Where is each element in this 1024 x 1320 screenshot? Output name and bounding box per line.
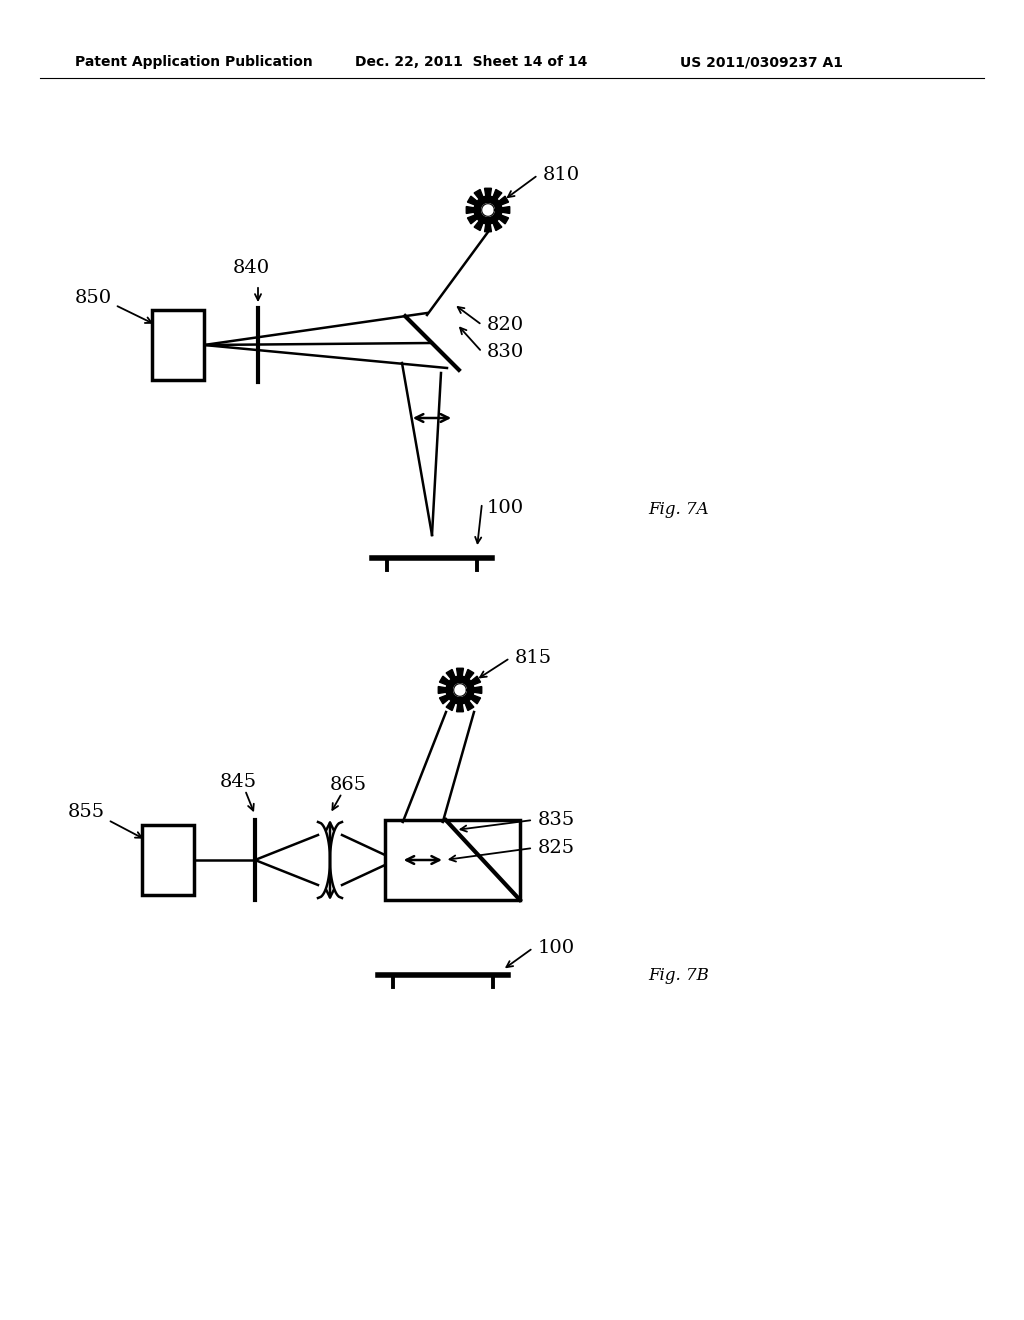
- Text: 855: 855: [68, 803, 105, 821]
- Text: 830: 830: [487, 343, 524, 360]
- Polygon shape: [438, 668, 481, 711]
- Polygon shape: [466, 189, 510, 232]
- Text: 100: 100: [487, 499, 524, 517]
- Text: 835: 835: [538, 810, 575, 829]
- Text: 865: 865: [330, 776, 368, 795]
- Text: 815: 815: [515, 649, 552, 667]
- Text: 850: 850: [75, 289, 112, 308]
- Text: 820: 820: [487, 315, 524, 334]
- Text: Fig. 7B: Fig. 7B: [648, 966, 709, 983]
- Bar: [385, 820, 520, 900]
- Polygon shape: [481, 203, 495, 216]
- Text: 810: 810: [543, 166, 581, 183]
- Text: Patent Application Publication: Patent Application Publication: [75, 55, 312, 69]
- Text: Fig. 7A: Fig. 7A: [648, 502, 709, 519]
- Bar: [152, 310, 204, 380]
- Bar: [142, 825, 194, 895]
- Text: Dec. 22, 2011  Sheet 14 of 14: Dec. 22, 2011 Sheet 14 of 14: [355, 55, 588, 69]
- Text: 845: 845: [220, 774, 257, 791]
- Polygon shape: [454, 684, 466, 696]
- Text: US 2011/0309237 A1: US 2011/0309237 A1: [680, 55, 843, 69]
- Text: 100: 100: [538, 939, 575, 957]
- Text: 840: 840: [233, 259, 270, 277]
- Text: 825: 825: [538, 840, 575, 857]
